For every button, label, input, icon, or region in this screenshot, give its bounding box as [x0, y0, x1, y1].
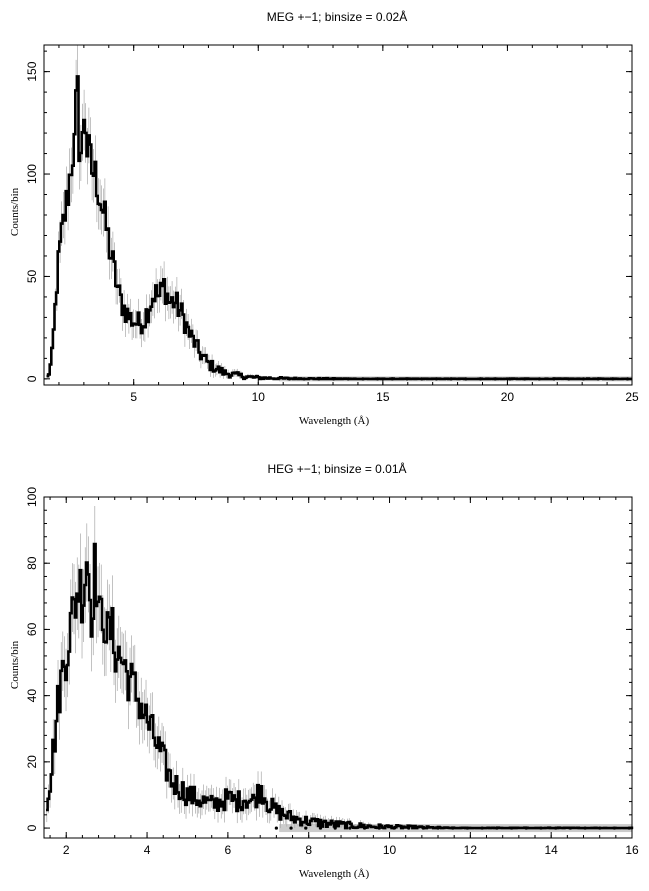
x-tick-label: 16	[625, 843, 639, 857]
series-line	[46, 75, 633, 381]
zero-point	[480, 826, 484, 830]
zero-point	[274, 826, 278, 830]
y-axis-ticks: 0 20 40 60 80 100	[25, 487, 632, 831]
x-tick-label: 12	[464, 843, 478, 857]
x-axis-label: Wavelength (Å)	[299, 868, 370, 880]
y-axis-label: Counts/bin	[9, 187, 21, 236]
y-tick-label: 0	[25, 824, 39, 831]
zero-point	[377, 826, 381, 830]
zero-point	[331, 377, 336, 381]
zero-point	[405, 377, 409, 381]
x-tick-label: 5	[130, 390, 137, 404]
x-tick-label: 4	[144, 843, 151, 857]
zero-point	[420, 377, 424, 381]
zero-point	[539, 826, 543, 830]
zero-point	[390, 377, 394, 381]
y-axis-label: Counts/bin	[9, 640, 21, 689]
x-tick-label: 20	[501, 390, 515, 404]
y-tick-label: 40	[25, 689, 39, 703]
x-axis-ticks: 2 4 6 8 10 12 14 16	[49, 497, 639, 857]
data-series	[46, 75, 633, 381]
zero-point	[583, 826, 587, 830]
y-tick-label: 60	[25, 622, 39, 636]
zero-point	[509, 826, 514, 830]
zero-point	[376, 377, 380, 381]
zero-point	[451, 826, 455, 830]
series-line	[46, 542, 634, 830]
zero-point	[421, 826, 425, 830]
data-series	[46, 542, 634, 830]
y-tick-label: 100	[25, 164, 39, 184]
x-tick-label: 10	[252, 390, 266, 404]
zero-point	[317, 377, 321, 381]
zero-point	[508, 377, 512, 381]
zero-point	[434, 377, 439, 381]
zero-point	[333, 826, 337, 830]
zero-point	[289, 826, 293, 830]
plot-frame	[43, 496, 633, 839]
zero-point	[318, 826, 323, 830]
x-tick-label: 2	[63, 843, 70, 857]
zero-point	[362, 826, 367, 830]
x-axis-label: Wavelength (Å)	[299, 415, 370, 427]
zero-point	[304, 826, 308, 830]
zero-point	[449, 377, 453, 381]
zero-point	[287, 377, 292, 381]
zero-point	[568, 826, 572, 830]
zero-point	[407, 826, 411, 830]
zero-point	[567, 377, 571, 381]
zero-point	[493, 377, 497, 381]
zero-point	[596, 377, 600, 381]
y-axis-ticks: 0 50 100 150	[25, 50, 632, 382]
zero-point	[392, 826, 396, 830]
zero-point	[598, 826, 602, 830]
chart-title: MEG +−1; binsize = 0.02Å	[267, 9, 407, 24]
y-tick-label: 20	[25, 755, 39, 769]
x-tick-label: 6	[225, 843, 232, 857]
x-tick-label: 25	[625, 390, 639, 404]
zero-point	[361, 377, 365, 381]
zero-point	[581, 377, 586, 381]
y-tick-label: 50	[25, 269, 39, 283]
y-tick-label: 100	[25, 487, 39, 507]
x-tick-label: 15	[376, 390, 390, 404]
zero-point	[537, 377, 541, 381]
zero-point	[524, 826, 528, 830]
chart-title: HEG +−1; binsize = 0.01Å	[267, 461, 406, 476]
zero-point	[348, 826, 352, 830]
zero-point	[436, 826, 440, 830]
meg-spectrum-panel: MEG +−1; binsize = 0.02Å 5 10 15 20 25 0 50 10…	[9, 9, 639, 427]
x-tick-label: 10	[383, 843, 397, 857]
zero-point	[611, 377, 615, 381]
zero-point	[464, 377, 468, 381]
zero-point	[612, 826, 617, 830]
zero-point	[302, 377, 306, 381]
x-tick-label: 8	[305, 843, 312, 857]
y-tick-label: 150	[25, 61, 39, 81]
zero-point	[346, 377, 350, 381]
y-tick-label: 80	[25, 556, 39, 570]
zero-point	[495, 826, 499, 830]
zero-point	[552, 377, 556, 381]
x-tick-label: 14	[544, 843, 558, 857]
zero-point	[478, 377, 483, 381]
x-axis-ticks: 5 10 15 20 25	[58, 45, 639, 404]
zero-point	[523, 377, 527, 381]
zero-point	[465, 826, 470, 830]
y-tick-label: 0	[25, 375, 39, 382]
zero-point	[554, 826, 558, 830]
heg-spectrum-panel: HEG +−1; binsize = 0.01Å 2 4 6 8 10 12 14 16 0 2…	[9, 461, 639, 880]
